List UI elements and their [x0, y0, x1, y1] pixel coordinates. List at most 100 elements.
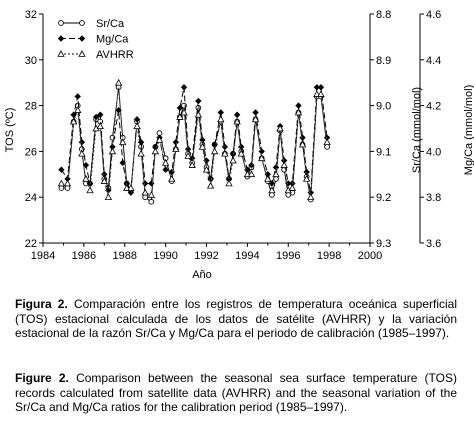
- x-tick-label: 1988: [113, 250, 137, 262]
- caption-spanish-text: Comparación entre los registros de tempe…: [15, 297, 457, 341]
- x-tick-label: 1984: [31, 250, 55, 262]
- data-point-mg-ca: [101, 171, 108, 178]
- data-point-mg-ca: [299, 134, 306, 141]
- caption-english-text: Comparison between the seasonal sea surf…: [15, 371, 458, 415]
- data-point-mg-ca: [272, 164, 280, 171]
- y-tick-label-mgca: 4.0: [426, 146, 441, 158]
- data-point-mg-ca: [148, 180, 155, 187]
- data-point-avhrr: [184, 152, 192, 159]
- data-point-sr-ca: [195, 105, 202, 111]
- data-point-avhrr: [237, 149, 245, 157]
- legend-marker-sr-ca: [58, 20, 64, 26]
- y-tick-label-left: 30: [25, 55, 37, 67]
- data-point-avhrr: [317, 90, 325, 97]
- data-point-avhrr: [188, 161, 196, 168]
- data-point-avhrr: [221, 149, 229, 157]
- y-axis-label-left: TOS (ºC): [4, 108, 16, 153]
- data-point-mg-ca: [97, 111, 104, 118]
- data-point-avhrr: [194, 110, 203, 118]
- data-point-mg-ca: [184, 145, 192, 153]
- caption-spanish: Figura 2. Comparación entre los registro…: [15, 297, 457, 341]
- data-point-mg-ca: [317, 84, 325, 91]
- data-point-avhrr: [137, 149, 145, 157]
- data-point-avhrr: [86, 186, 94, 194]
- data-point-avhrr: [302, 175, 311, 182]
- data-point-avhrr: [272, 170, 280, 178]
- data-point-mg-ca: [285, 180, 292, 187]
- series-line-avhrr: [61, 82, 328, 198]
- data-point-avhrr: [168, 175, 176, 182]
- data-point-mg-ca: [109, 143, 116, 151]
- data-point-mg-ca: [244, 166, 251, 173]
- data-point-mg-ca: [258, 148, 265, 155]
- y-tick-label-mgca: 4.6: [426, 9, 441, 21]
- data-point-mg-ca: [58, 166, 65, 173]
- data-point-mg-ca: [238, 143, 245, 151]
- data-point-avhrr: [147, 191, 155, 198]
- data-point-avhrr: [161, 159, 170, 166]
- data-point-mg-ca: [211, 141, 218, 148]
- y-tick-label-mgca: 3.8: [426, 192, 441, 204]
- legend-marker-mg-ca: [78, 35, 86, 42]
- data-point-avhrr: [258, 154, 266, 162]
- y-tick-label-left: 22: [25, 238, 37, 250]
- caption-english-label: Figure 2.: [15, 371, 69, 385]
- data-point-avhrr: [96, 122, 104, 130]
- x-tick-label: 2000: [358, 250, 382, 262]
- data-point-avhrr: [307, 193, 315, 201]
- data-point-avhrr: [74, 106, 82, 113]
- data-point-avhrr: [63, 179, 72, 187]
- data-point-sr-ca: [324, 143, 330, 150]
- data-point-mg-ca: [248, 161, 255, 169]
- legend-label-mg-ca: Mg/Ca: [96, 34, 129, 46]
- y-tick-label-mgca: 4.4: [426, 55, 441, 67]
- data-point-avhrr: [100, 177, 108, 184]
- data-point-avhrr: [176, 113, 184, 120]
- data-point-mg-ca: [162, 166, 169, 173]
- y-tick-label-left: 28: [25, 101, 37, 113]
- data-point-avhrr: [225, 179, 233, 187]
- data-point-avhrr: [127, 184, 135, 191]
- data-point-sr-ca: [142, 194, 149, 201]
- data-point-avhrr: [298, 140, 307, 148]
- legend-label-sr-ca: Sr/Ca: [96, 18, 125, 30]
- y-tick-label-srca: 8.9: [376, 55, 391, 67]
- caption-spanish-label: Figura 2.: [15, 297, 68, 311]
- data-point-mg-ca: [152, 143, 159, 151]
- data-point-sr-ca: [58, 185, 65, 191]
- data-point-avhrr: [264, 175, 272, 182]
- data-point-mg-ca: [74, 93, 81, 100]
- data-point-mg-ca: [127, 189, 135, 196]
- data-point-avhrr: [323, 138, 331, 146]
- data-point-avhrr: [229, 156, 237, 164]
- data-point-mg-ca: [172, 139, 180, 146]
- y-tick-label-srca: 9.2: [376, 192, 391, 204]
- legend-marker-avhrr: [57, 50, 65, 57]
- data-point-avhrr: [288, 184, 297, 191]
- x-tick-label: 1986: [72, 250, 96, 262]
- data-point-mg-ca: [195, 97, 202, 105]
- data-point-mg-ca: [229, 150, 237, 157]
- y-tick-label-srca: 8.8: [376, 9, 391, 21]
- data-point-mg-ca: [303, 168, 310, 176]
- data-point-avhrr: [247, 170, 256, 178]
- y-tick-label-mgca: 4.2: [426, 101, 441, 113]
- data-point-mg-ca: [217, 109, 225, 116]
- legend-marker-sr-ca: [79, 20, 85, 26]
- data-point-mg-ca: [133, 116, 141, 123]
- series-mg-ca: [58, 84, 331, 196]
- legend-marker-avhrr: [78, 50, 86, 57]
- figure-chart: 1984 1986 1988 1990 1992 1994 1996 1998 2000 22 24…: [4, 9, 474, 281]
- data-point-mg-ca: [176, 104, 184, 112]
- data-point-mg-ca: [199, 136, 206, 144]
- data-point-avhrr: [155, 136, 164, 143]
- y-tick-label-srca: 9.1: [376, 146, 391, 158]
- y-axis-label-mgca: Mg/Ca (mmol/mol): [463, 85, 474, 175]
- data-point-sr-ca: [64, 185, 71, 191]
- data-point-avhrr: [69, 117, 78, 125]
- legend-label-avhrr: AVHRR: [96, 49, 134, 61]
- data-point-mg-ca: [180, 84, 188, 91]
- data-point-avhrr: [119, 138, 127, 146]
- legend-marker-mg-ca: [57, 35, 65, 42]
- data-point-avhrr: [233, 117, 241, 125]
